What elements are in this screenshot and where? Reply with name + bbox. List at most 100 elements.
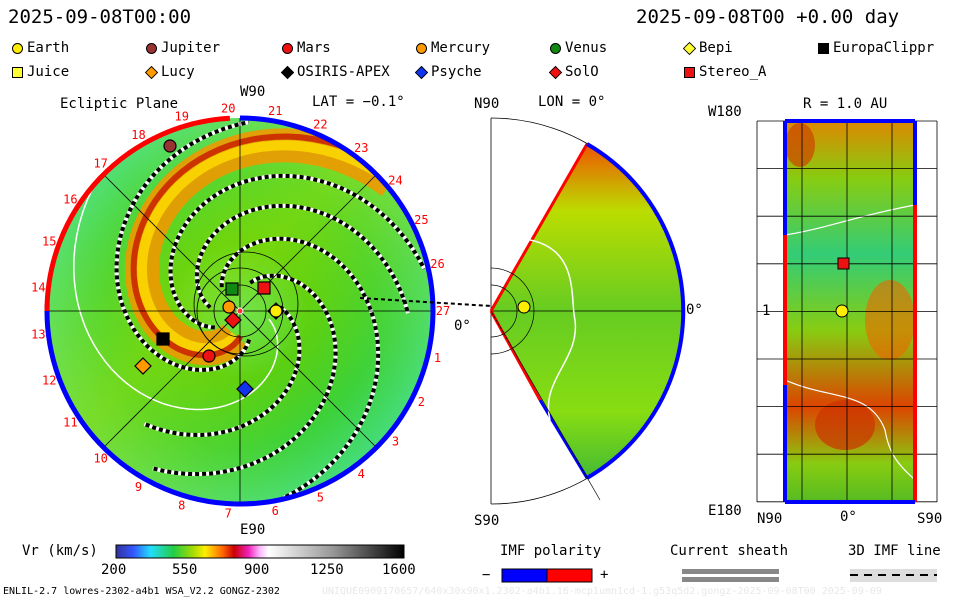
legend-item-europaclippr: EuropaClippr <box>818 40 934 56</box>
mars-marker <box>202 349 216 363</box>
current-sheath-swatch <box>682 569 779 574</box>
longitude-label: LON = 0° <box>538 94 606 110</box>
imf-plus-sign: + <box>600 567 609 583</box>
solo-marker <box>224 311 242 329</box>
elapsed-time: 2025-09-08T00 +0.00 day <box>636 6 900 28</box>
colorbar-tick: 200 <box>101 562 127 578</box>
colorbar-tick: 1250 <box>310 562 344 578</box>
rim-day-label: 20 <box>221 101 235 115</box>
circle-marker-icon <box>282 42 293 54</box>
rim-day-label: 10 <box>93 452 107 466</box>
legend-item-psyche: Psyche <box>414 64 482 80</box>
sphere-x-label: N90 <box>757 511 783 527</box>
europa-clipper-marker <box>156 332 170 346</box>
rim-day-label: 8 <box>178 498 185 512</box>
sphere-x-label: 0° <box>840 509 857 525</box>
imf-positive-swatch <box>546 568 593 583</box>
meridional-plane-plot <box>489 117 686 505</box>
rim-day-label: 24 <box>388 174 402 188</box>
psyche-marker <box>236 380 254 398</box>
mercury-marker <box>222 300 236 314</box>
circle-marker-icon <box>550 42 561 54</box>
rim-day-label: 3 <box>392 434 399 448</box>
legend-label: Lucy <box>161 64 195 80</box>
latitude-label: LAT = −0.1° <box>312 94 405 110</box>
legend-label: Jupiter <box>161 40 221 56</box>
fast-wind-region <box>785 123 815 167</box>
wedge-edge-north <box>489 143 589 312</box>
jupiter-marker <box>163 139 177 153</box>
colorbar-tick: 900 <box>244 562 270 578</box>
legend-label: Psyche <box>431 64 482 80</box>
sphere-current-sheet <box>784 379 916 481</box>
square-marker-icon <box>818 42 829 54</box>
rim-day-label: 9 <box>135 480 142 494</box>
rim-day-label: 2 <box>418 395 425 409</box>
rim-day-label: 1 <box>434 351 441 365</box>
colorbar-label: Vr (km/s) <box>22 543 98 559</box>
ecliptic-bottom-label: E90 <box>240 522 266 538</box>
current-sheath-label: Current sheath <box>670 543 789 559</box>
ecliptic-title: Ecliptic Plane <box>60 96 179 112</box>
rim-day-label: 19 <box>175 110 189 124</box>
imf-minus-sign: − <box>482 567 491 583</box>
lucy-marker <box>134 357 152 375</box>
rim-day-label: 7 <box>225 507 232 521</box>
current-sheath-swatch <box>682 577 779 582</box>
sphere-current-sheet <box>784 204 916 236</box>
legend-item-juice: Juice <box>12 64 69 80</box>
model-time: 2025-09-08T00:00 <box>8 6 192 28</box>
sun-marker <box>236 307 244 315</box>
imf-line <box>114 120 252 372</box>
imf-negative-swatch <box>501 568 548 583</box>
fast-wind-region <box>815 400 875 450</box>
wedge-rim <box>585 142 686 480</box>
stereo-a-marker-sphere <box>837 257 850 270</box>
legend-label: Stereo_A <box>699 64 767 80</box>
rim-day-label: 23 <box>354 141 368 155</box>
rim-day-label: 22 <box>313 118 327 132</box>
rim-day-label: 27 <box>436 304 450 318</box>
sphere-mid-label: 1 <box>762 303 771 319</box>
circle-marker-icon <box>416 42 427 54</box>
rim-day-label: 12 <box>42 373 56 387</box>
imf-polarity-rim-positive <box>44 115 231 312</box>
legend-item-solo: SolO <box>548 64 599 80</box>
rim-day-label: 5 <box>317 490 324 504</box>
legend-item-bepi: Bepi <box>682 40 733 56</box>
earth-marker-meridional <box>517 300 531 314</box>
legend-label: Venus <box>565 40 608 56</box>
imf-line <box>143 305 302 438</box>
earth-marker-sphere <box>835 304 849 318</box>
colorbar-tick: 550 <box>172 562 198 578</box>
circle-marker-icon <box>12 42 23 54</box>
wedge-edge-south-neg <box>538 399 589 479</box>
meridional-rings <box>490 267 601 501</box>
imf-line <box>219 236 381 504</box>
legend-label: Mercury <box>431 40 491 56</box>
current-sheet-line <box>73 164 279 411</box>
rim-day-label: 11 <box>63 416 77 430</box>
square-marker-icon <box>12 66 23 78</box>
sphere-title: R = 1.0 AU <box>803 96 888 112</box>
legend-item-venus: Venus <box>550 40 607 56</box>
rim-day-label: 25 <box>414 213 428 227</box>
velocity-colorbar <box>115 544 405 559</box>
legend-item-osiris-apex: OSIRIS-APEX <box>280 64 390 80</box>
high-speed-stream-core <box>136 140 395 354</box>
spacecraft-markers <box>134 139 285 398</box>
rim-day-label: 15 <box>42 235 56 249</box>
rim-day-label: 21 <box>268 104 282 118</box>
circle-marker-icon <box>146 42 157 54</box>
rim-day-label: 13 <box>31 328 45 342</box>
sphere-top-left-label: W180 <box>708 104 742 120</box>
earth-imf-line <box>359 297 492 307</box>
imf-line-label: 3D IMF line <box>848 543 941 559</box>
sphere-bottom-left-label: E180 <box>708 503 742 519</box>
legend-label: Juice <box>27 64 70 80</box>
legend-item-mercury: Mercury <box>416 40 490 56</box>
earth-marker <box>269 304 283 318</box>
run-id: UNIQUE0909170657/640x30x90x1.2302-a4b1.1… <box>322 586 882 597</box>
